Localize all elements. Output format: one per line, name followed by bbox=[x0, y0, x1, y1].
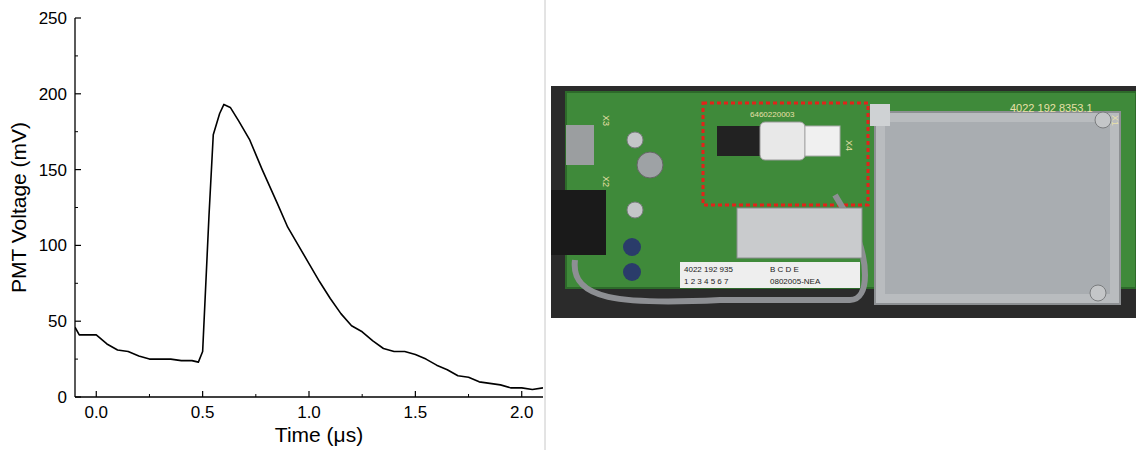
y-tick-label: 250 bbox=[39, 9, 67, 28]
x-tick-label: 1.5 bbox=[404, 403, 428, 422]
y-tick bbox=[75, 93, 81, 94]
regulator bbox=[551, 190, 606, 255]
board-label: 4022 192 935 bbox=[684, 265, 733, 274]
y-tick-label: 50 bbox=[48, 312, 67, 331]
module bbox=[737, 208, 862, 258]
y-tick bbox=[75, 17, 81, 18]
board-label: X3 bbox=[601, 115, 611, 126]
x-tick-label: 2.0 bbox=[510, 403, 534, 422]
y-tick bbox=[75, 321, 81, 322]
metal-shield bbox=[875, 112, 1120, 304]
highlight-box bbox=[703, 103, 868, 205]
photo: 4022 192 8353.1 6460220003 X3 X2 X4 X1 4022 19… bbox=[551, 86, 1136, 318]
x-axis bbox=[75, 396, 543, 397]
screw bbox=[1090, 285, 1106, 301]
y-tick-label: 200 bbox=[39, 85, 67, 104]
y-tick bbox=[75, 245, 81, 246]
plot-area bbox=[75, 104, 543, 389]
y-axis-title: PMT Voltage (mV) bbox=[7, 122, 30, 293]
page: 0 50 100 150 200 250 0.0 0.5 1.0 1.5 2.0 Time (μs) P… bbox=[0, 0, 1136, 450]
label-sticker bbox=[680, 262, 860, 288]
post bbox=[637, 152, 663, 178]
divider bbox=[545, 0, 546, 450]
x-tick bbox=[202, 391, 203, 397]
y-tick-label: 100 bbox=[39, 236, 67, 255]
shield-face bbox=[885, 122, 1110, 294]
x-tick bbox=[521, 391, 522, 397]
screw bbox=[627, 202, 643, 218]
board-label: X4 bbox=[844, 140, 854, 151]
cable bbox=[575, 195, 865, 302]
board-label: X2 bbox=[601, 176, 611, 187]
connector-plug bbox=[760, 122, 805, 160]
x-axis-title: Time (μs) bbox=[275, 423, 363, 446]
screw bbox=[1095, 112, 1111, 128]
y-axis bbox=[74, 18, 75, 397]
board-label: 6460220003 bbox=[750, 110, 795, 119]
x-tick bbox=[415, 391, 416, 397]
capacitor bbox=[623, 263, 641, 281]
x-tick bbox=[96, 391, 97, 397]
board-label: 0802005-NEA bbox=[770, 277, 821, 286]
board-label: X1 bbox=[1110, 115, 1120, 126]
shield-clip bbox=[870, 104, 890, 126]
connector-housing bbox=[805, 126, 840, 156]
photo-background bbox=[551, 86, 1136, 318]
board-label: B C D E bbox=[770, 265, 799, 274]
x-tick-label: 0.5 bbox=[191, 403, 215, 422]
x-tick-label: 1.0 bbox=[297, 403, 321, 422]
board-label: 1 2 3 4 5 6 7 bbox=[684, 277, 729, 286]
x-tick-label: 0.0 bbox=[84, 403, 108, 422]
x-tick bbox=[308, 391, 309, 397]
capacitor bbox=[623, 238, 641, 256]
y-tick bbox=[75, 169, 81, 170]
y-tick-label: 150 bbox=[39, 161, 67, 180]
data-line bbox=[75, 104, 543, 389]
y-tick-label: 0 bbox=[58, 388, 67, 407]
board-label: 4022 192 8353.1 bbox=[1010, 102, 1093, 114]
connector-body bbox=[717, 126, 762, 156]
screw bbox=[627, 132, 643, 148]
connector-x3 bbox=[566, 125, 594, 165]
